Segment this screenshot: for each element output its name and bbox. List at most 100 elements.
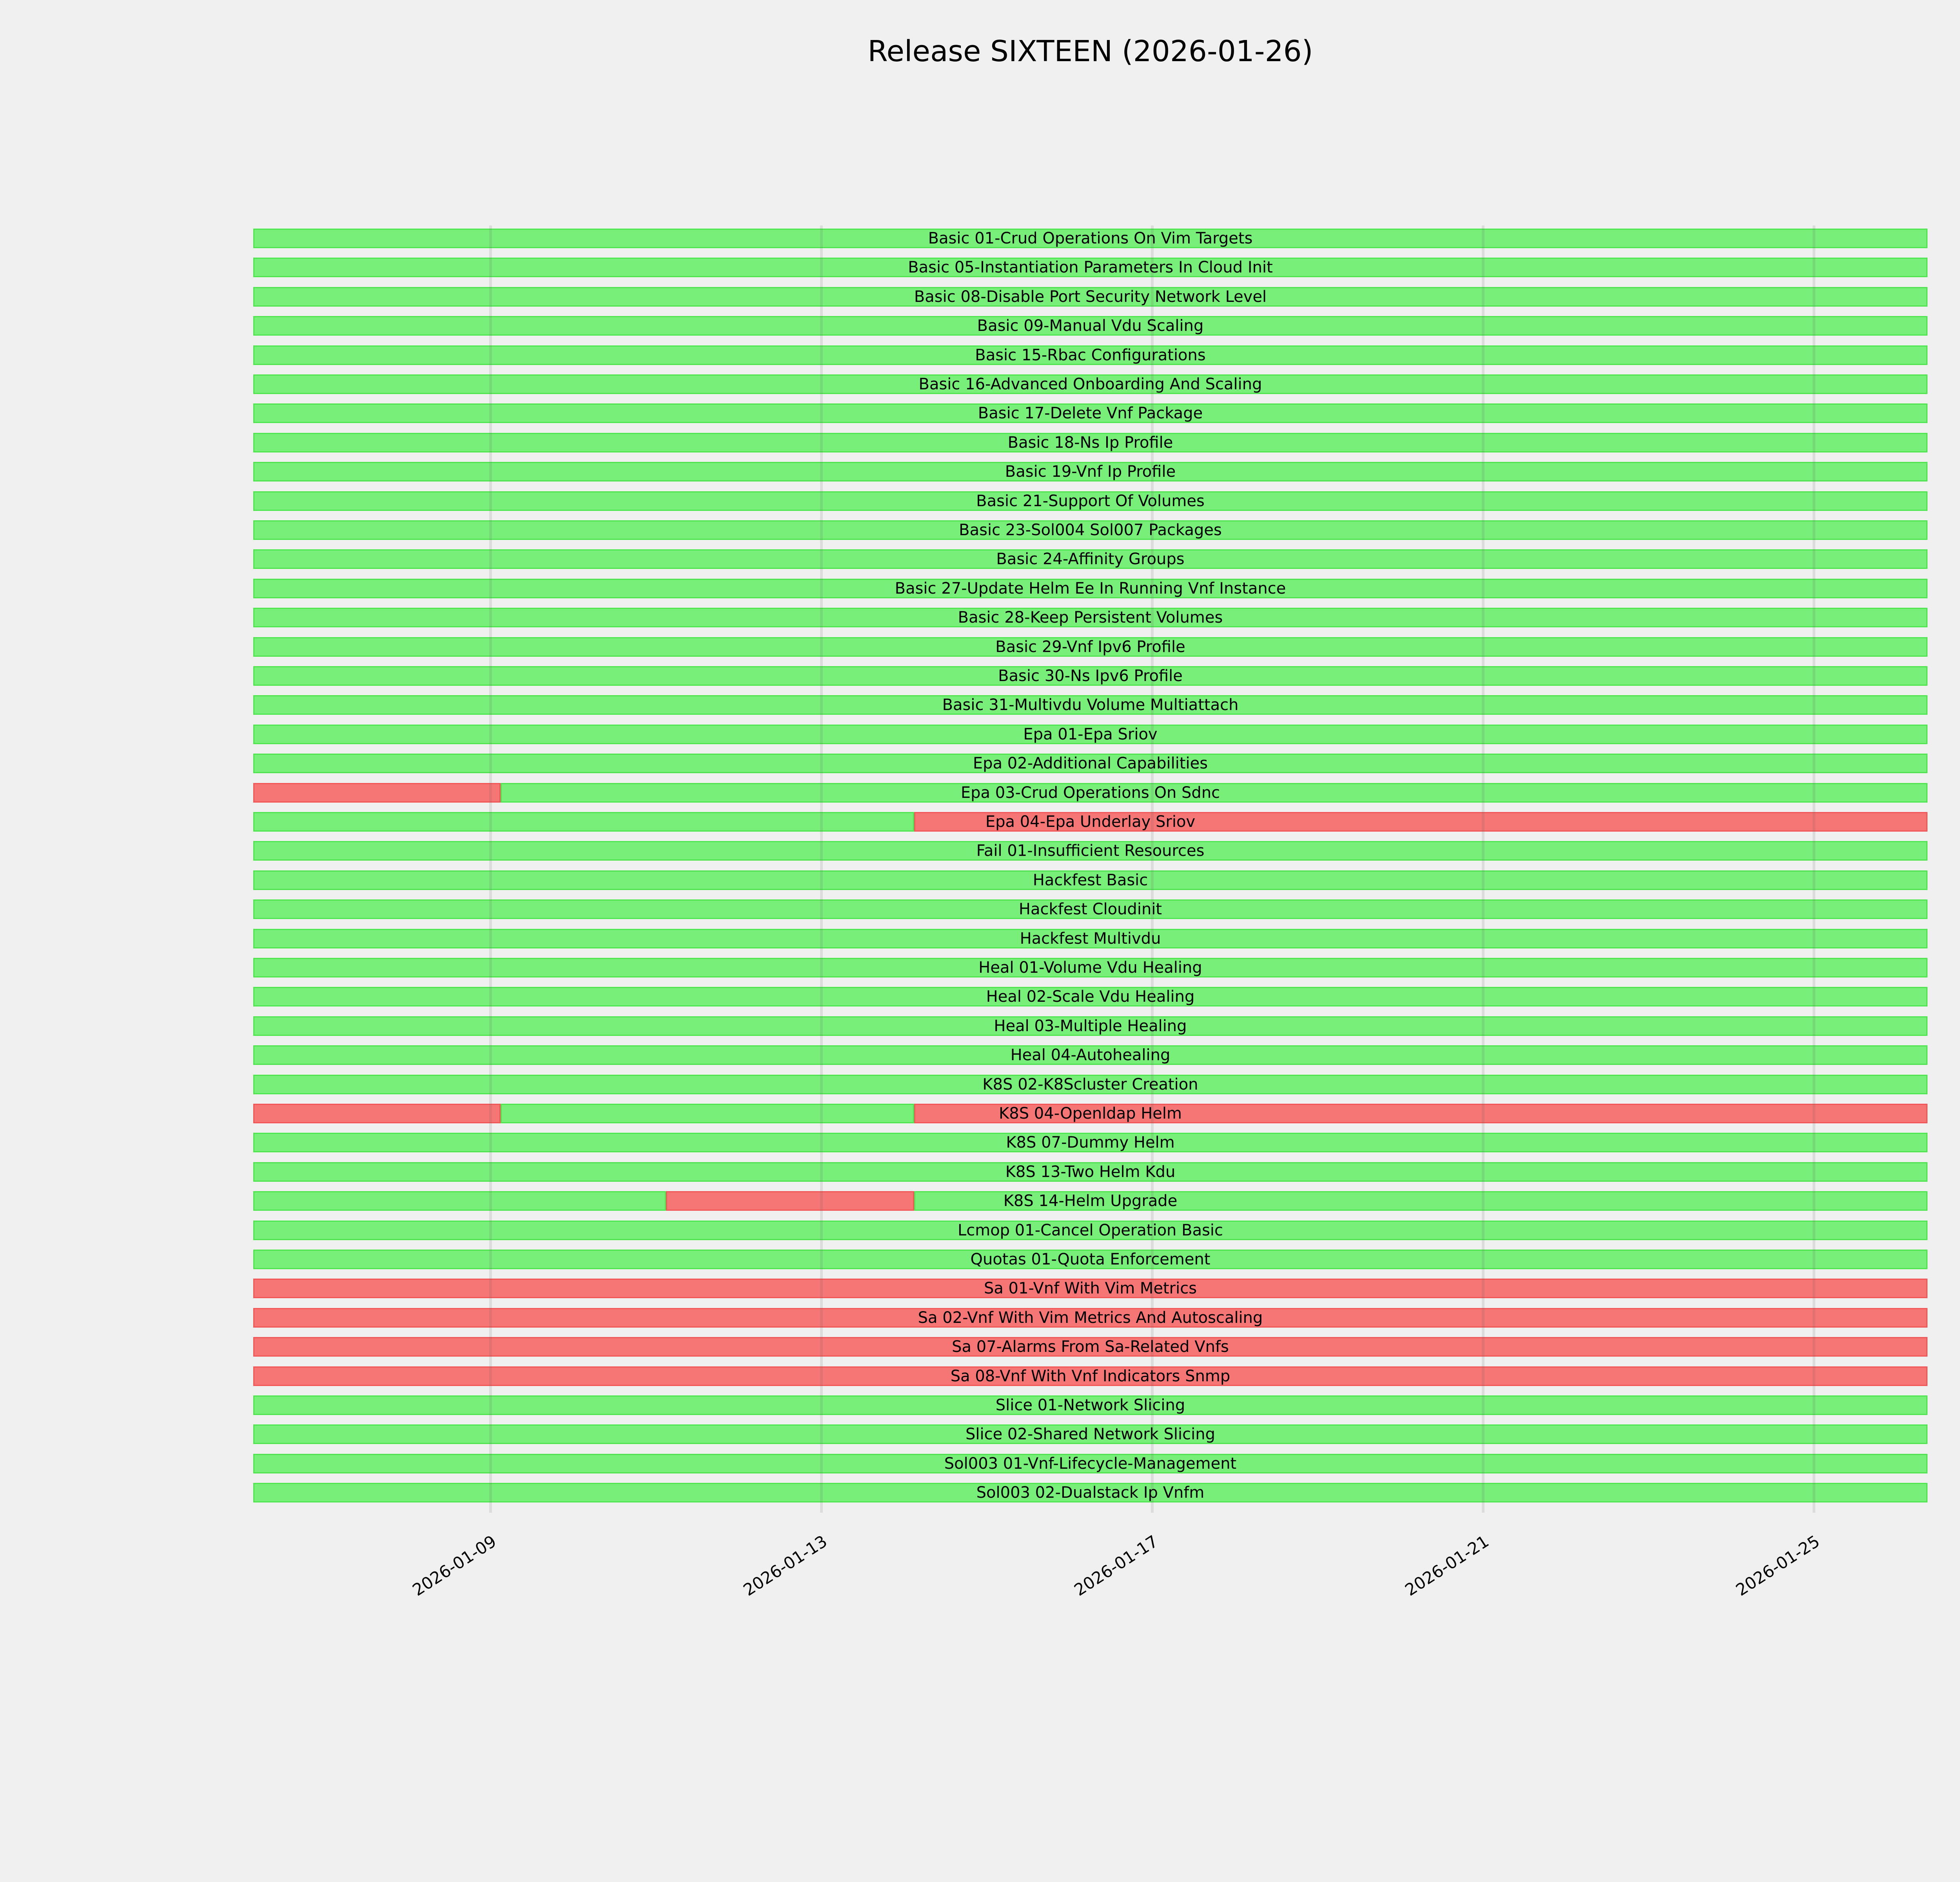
task-label: Basic 29-Vnf Ipv6 Profile — [995, 638, 1185, 656]
gantt-bar-segment-pass — [253, 432, 1927, 452]
task-label: Sol003 01-Vnf-Lifecycle-Management — [944, 1454, 1237, 1473]
gantt-bar-segment-pass — [500, 783, 1927, 803]
gantt-bar-segment-pass — [253, 1162, 1927, 1182]
gantt-row: Basic 08-Disable Port Security Network L… — [253, 287, 1927, 307]
gantt-bar-segment-pass — [253, 928, 1927, 948]
gantt-row: K8S 02-K8Scluster Creation — [253, 1074, 1927, 1094]
gantt-bar-segment-pass — [253, 287, 1927, 307]
gantt-bar-segment-pass — [253, 841, 1927, 861]
task-label: Lcmop 01-Cancel Operation Basic — [957, 1221, 1223, 1239]
gantt-bar-segment-pass — [253, 229, 1927, 248]
task-label: Heal 03-Multiple Healing — [994, 1017, 1187, 1035]
gantt-row: Epa 01-Epa Sriov — [253, 724, 1927, 744]
gantt-row: Slice 01-Network Slicing — [253, 1395, 1927, 1415]
gantt-bar-segment-fail — [666, 1191, 915, 1211]
x-tick-label: 2026-01-13 — [739, 1531, 831, 1600]
gantt-row: Hackfest Basic — [253, 870, 1927, 890]
task-label: Slice 02-Shared Network Slicing — [965, 1425, 1215, 1444]
gantt-bar-segment-fail — [253, 783, 501, 803]
task-label: Basic 18-Ns Ip Profile — [1007, 433, 1173, 452]
gridline — [1151, 225, 1154, 1513]
gantt-row: Heal 03-Multiple Healing — [253, 1016, 1927, 1036]
task-label: Basic 21-Support Of Volumes — [976, 492, 1205, 510]
task-label: Basic 17-Delete Vnf Package — [978, 404, 1203, 423]
gantt-row: Sa 08-Vnf With Vnf Indicators Snmp — [253, 1366, 1927, 1386]
gantt-row: Basic 21-Support Of Volumes — [253, 491, 1927, 511]
gantt-bar-segment-pass — [253, 1395, 1927, 1415]
task-label: Epa 03-Crud Operations On Sdnc — [960, 783, 1220, 802]
gantt-row: Heal 02-Scale Vdu Healing — [253, 987, 1927, 1007]
gantt-row: Basic 09-Manual Vdu Scaling — [253, 316, 1927, 336]
task-label: Basic 09-Manual Vdu Scaling — [977, 317, 1204, 335]
gantt-row: Basic 05-Instantiation Parameters In Clo… — [253, 258, 1927, 278]
gantt-bar-segment-pass — [253, 345, 1927, 365]
task-label: Epa 04-Epa Underlay Sriov — [985, 813, 1196, 831]
gantt-bar-segment-fail — [253, 1337, 1927, 1357]
task-label: Sa 01-Vnf With Vim Metrics — [984, 1279, 1197, 1298]
task-label: Basic 24-Affinity Groups — [996, 550, 1185, 569]
x-tick-label: 2026-01-25 — [1732, 1531, 1823, 1600]
gantt-bar-segment-pass — [253, 666, 1927, 686]
x-tick-label: 2026-01-09 — [408, 1531, 500, 1600]
task-label: Basic 05-Instantiation Parameters In Clo… — [908, 258, 1273, 277]
gantt-row: Sol003 02-Dualstack Ip Vnfm — [253, 1483, 1927, 1503]
gantt-row: Quotas 01-Quota Enforcement — [253, 1250, 1927, 1269]
gantt-row: Sa 07-Alarms From Sa-Related Vnfs — [253, 1337, 1927, 1357]
task-label: Sa 08-Vnf With Vnf Indicators Snmp — [950, 1367, 1230, 1385]
gantt-row: Basic 30-Ns Ipv6 Profile — [253, 666, 1927, 686]
task-label: Quotas 01-Quota Enforcement — [970, 1250, 1210, 1268]
gantt-row: Basic 15-Rbac Configurations — [253, 345, 1927, 365]
gantt-row: Sa 01-Vnf With Vim Metrics — [253, 1279, 1927, 1299]
gantt-row: Fail 01-Insufficient Resources — [253, 841, 1927, 861]
task-label: Slice 01-Network Slicing — [995, 1396, 1185, 1414]
gantt-bar-segment-pass — [253, 754, 1927, 774]
gantt-bar-segment-pass — [253, 1250, 1927, 1269]
gantt-row: Basic 18-Ns Ip Profile — [253, 432, 1927, 452]
task-label: Sa 07-Alarms From Sa-Related Vnfs — [952, 1338, 1229, 1356]
task-label: Epa 02-Additional Capabilities — [973, 754, 1208, 773]
gantt-row: Basic 24-Affinity Groups — [253, 549, 1927, 569]
gantt-bar-segment-fail — [914, 1104, 1927, 1123]
gantt-bar-segment-fail — [253, 1308, 1927, 1328]
gantt-bar-segment-pass — [253, 870, 1927, 890]
gantt-bar-segment-pass — [914, 1191, 1927, 1211]
gantt-row: Hackfest Multivdu — [253, 928, 1927, 948]
gridline — [1482, 225, 1485, 1513]
gantt-bar-segment-pass — [253, 1045, 1927, 1065]
gantt-bar-segment-fail — [253, 1366, 1927, 1386]
gantt-row: K8S 13-Two Helm Kdu — [253, 1162, 1927, 1182]
gantt-row: K8S 14-Helm Upgrade — [253, 1191, 1927, 1211]
task-label: Basic 30-Ns Ipv6 Profile — [998, 667, 1183, 685]
x-tick-label: 2026-01-17 — [1071, 1531, 1161, 1600]
gantt-row: Sa 02-Vnf With Vim Metrics And Autoscali… — [253, 1308, 1927, 1328]
gridline — [820, 225, 823, 1513]
gantt-bar-segment-pass — [253, 724, 1927, 744]
gantt-bar-segment-pass — [253, 695, 1927, 715]
task-label: Basic 31-Multivdu Volume Multiattach — [942, 696, 1239, 714]
gantt-row: Heal 01-Volume Vdu Healing — [253, 958, 1927, 977]
task-label: Hackfest Cloudinit — [1018, 900, 1162, 919]
task-label: Basic 16-Advanced Onboarding And Scaling — [918, 375, 1262, 393]
gantt-row: Basic 31-Multivdu Volume Multiattach — [253, 695, 1927, 715]
gantt-row: Epa 03-Crud Operations On Sdnc — [253, 783, 1927, 803]
gantt-bar-segment-pass — [253, 1191, 666, 1211]
gantt-row: Epa 04-Epa Underlay Sriov — [253, 812, 1927, 832]
task-label: K8S 02-K8Scluster Creation — [982, 1075, 1198, 1094]
gantt-row: K8S 04-Openldap Helm — [253, 1104, 1927, 1123]
gridline — [1813, 225, 1816, 1513]
task-label: K8S 07-Dummy Helm — [1006, 1134, 1175, 1152]
gantt-bar-segment-pass — [253, 578, 1927, 598]
gantt-row: Heal 04-Autohealing — [253, 1045, 1927, 1065]
gantt-row: Basic 19-Vnf Ip Profile — [253, 462, 1927, 482]
gantt-bar-segment-pass — [253, 1424, 1927, 1444]
task-label: Basic 23-Sol004 Sol007 Packages — [959, 521, 1222, 539]
task-label: K8S 13-Two Helm Kdu — [1005, 1163, 1176, 1181]
gantt-bar-segment-pass — [253, 1453, 1927, 1473]
task-label: Sa 02-Vnf With Vim Metrics And Autoscali… — [918, 1308, 1263, 1327]
gantt-bar-segment-pass — [500, 1104, 915, 1123]
task-label: Basic 08-Disable Port Security Network L… — [914, 287, 1267, 306]
gantt-bar-segment-fail — [914, 812, 1927, 832]
task-label: Basic 15-Rbac Configurations — [975, 346, 1206, 364]
gantt-row: Slice 02-Shared Network Slicing — [253, 1424, 1927, 1444]
